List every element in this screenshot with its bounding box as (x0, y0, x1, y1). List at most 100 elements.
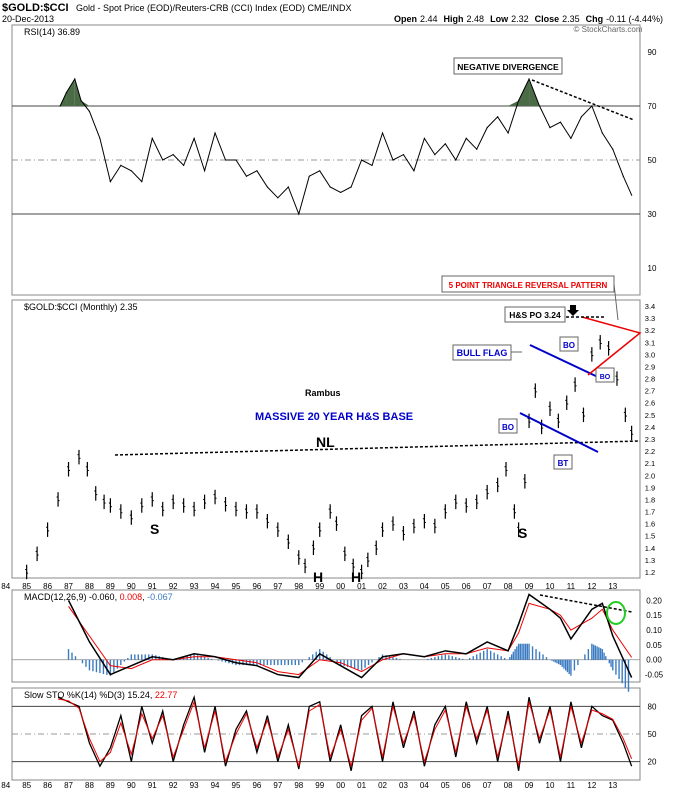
x-tick-label: 97 (273, 781, 282, 790)
ohlc-close: 2.35 (562, 14, 580, 24)
rsi-point (120, 164, 122, 166)
x-tick-label: 90 (127, 582, 136, 591)
rsi-label: RSI(14) 36.89 (24, 27, 80, 37)
rsi-point (486, 127, 488, 129)
rsi-point (559, 121, 562, 123)
bo-box-3 (595, 367, 615, 383)
price-tick-label: 2.1 (645, 459, 655, 468)
rsi-point (80, 100, 82, 102)
rsi-point (538, 105, 541, 107)
x-tick-label: 00 (336, 582, 345, 591)
rsi-tick-label: 50 (648, 156, 657, 165)
right-shoulder-label: S (518, 525, 527, 541)
x-tick-label: 02 (378, 781, 387, 790)
rsi-point (476, 148, 478, 150)
x-tick-label: 11 (567, 781, 576, 790)
rsi-point (256, 170, 258, 172)
rsi-tick-label: 30 (648, 210, 657, 219)
ohlc-chg-label: Chg (586, 14, 604, 24)
x-tick-label: 91 (148, 582, 157, 591)
rsi-overbought-fill (508, 100, 519, 106)
rsi-point (65, 91, 68, 94)
price-tick-label: 1.6 (645, 520, 655, 529)
x-tick-label: 96 (252, 582, 261, 591)
x-tick-label: 85 (22, 781, 31, 790)
x-tick-label: 99 (315, 582, 324, 591)
x-tick-label: 98 (294, 781, 303, 790)
x-tick-label: 06 (462, 781, 471, 790)
price-tick-label: 2.0 (645, 471, 655, 480)
rsi-point (59, 105, 61, 107)
price-tick-label: 2.3 (645, 435, 655, 444)
rsi-point (319, 170, 321, 172)
price-tick-label: 3.1 (645, 338, 655, 347)
rsi-point (549, 127, 551, 129)
rsi-point (109, 181, 111, 183)
macd-signal-line (68, 602, 633, 676)
x-tick-label: 13 (608, 781, 617, 790)
rsi-point (130, 170, 132, 172)
x-tick-label: 90 (127, 781, 136, 790)
neckline-label: NL (316, 434, 335, 450)
x-tick-label: 01 (357, 781, 366, 790)
rsi-point (434, 154, 436, 156)
rsi-point (631, 194, 633, 196)
macd-tick-label: 0.15 (646, 611, 662, 620)
ohlc-open-label: Open (394, 14, 417, 24)
rsi-point (601, 132, 603, 134)
x-tick-label: 12 (587, 781, 596, 790)
x-tick-label: 07 (483, 781, 492, 790)
x-tick-label: 92 (169, 781, 178, 790)
price-tick-label: 2.4 (645, 423, 655, 432)
rsi-tick-label: 10 (648, 264, 657, 273)
rsi-point (214, 132, 216, 134)
rsi-line (59, 77, 633, 216)
price-tick-label: 2.8 (645, 375, 655, 384)
rsi-overbought-fill (81, 100, 90, 106)
sto-tick-label: 50 (648, 730, 657, 739)
x-tick-label: 05 (441, 781, 450, 790)
watermark: © StockCharts.com (573, 25, 642, 34)
price-tick-label: 1.3 (645, 556, 655, 565)
rsi-point (371, 164, 373, 166)
neg-div-trendline (531, 79, 635, 121)
rsi-point (360, 159, 363, 161)
ohlc-close-label: Close (535, 14, 560, 24)
macd-tick-label: 0.10 (646, 626, 662, 635)
chart-date: 20-Dec-2013 (2, 14, 54, 24)
sto-legend-k: 15.24 (127, 690, 150, 700)
x-tick-label: 89 (106, 582, 115, 591)
x-tick-label: 93 (190, 781, 199, 790)
macd-tick-label: 0.05 (646, 641, 662, 650)
x-tick-label: 99 (315, 781, 324, 790)
price-tick-label: 1.4 (645, 544, 655, 553)
rsi-point (99, 137, 101, 139)
rsi-point (413, 170, 415, 172)
rsi-point (591, 105, 593, 107)
price-tick-label: 1.5 (645, 532, 655, 541)
neckline (114, 440, 641, 456)
hs-po-box (504, 306, 566, 323)
rsi-overbought-fill (518, 79, 530, 106)
rsi-point (183, 164, 185, 166)
rsi-point (402, 154, 405, 156)
x-tick-label: 06 (462, 582, 471, 591)
rsi-point (151, 137, 153, 139)
rsi-point (340, 191, 342, 193)
triangle-label-text: 5 POINT TRIANGLE REVERSAL PATTERN (449, 281, 608, 290)
head-label-2: H (351, 569, 361, 585)
bo-box-2 (559, 336, 579, 352)
x-tick-label: 96 (252, 781, 261, 790)
macd-div-trendline (539, 594, 633, 613)
rsi-point (277, 197, 279, 199)
x-tick-label: 86 (43, 582, 52, 591)
x-tick-label: 01 (357, 582, 366, 591)
rsi-point (423, 137, 425, 139)
x-tick-label: 07 (483, 582, 492, 591)
x-tick-label: 12 (587, 582, 596, 591)
x-tick-label: 05 (441, 582, 450, 591)
price-label: $GOLD:$CCI (Monthly) 2.35 (24, 302, 138, 312)
left-shoulder-label: S (150, 521, 159, 537)
x-tick-label: 10 (546, 582, 555, 591)
